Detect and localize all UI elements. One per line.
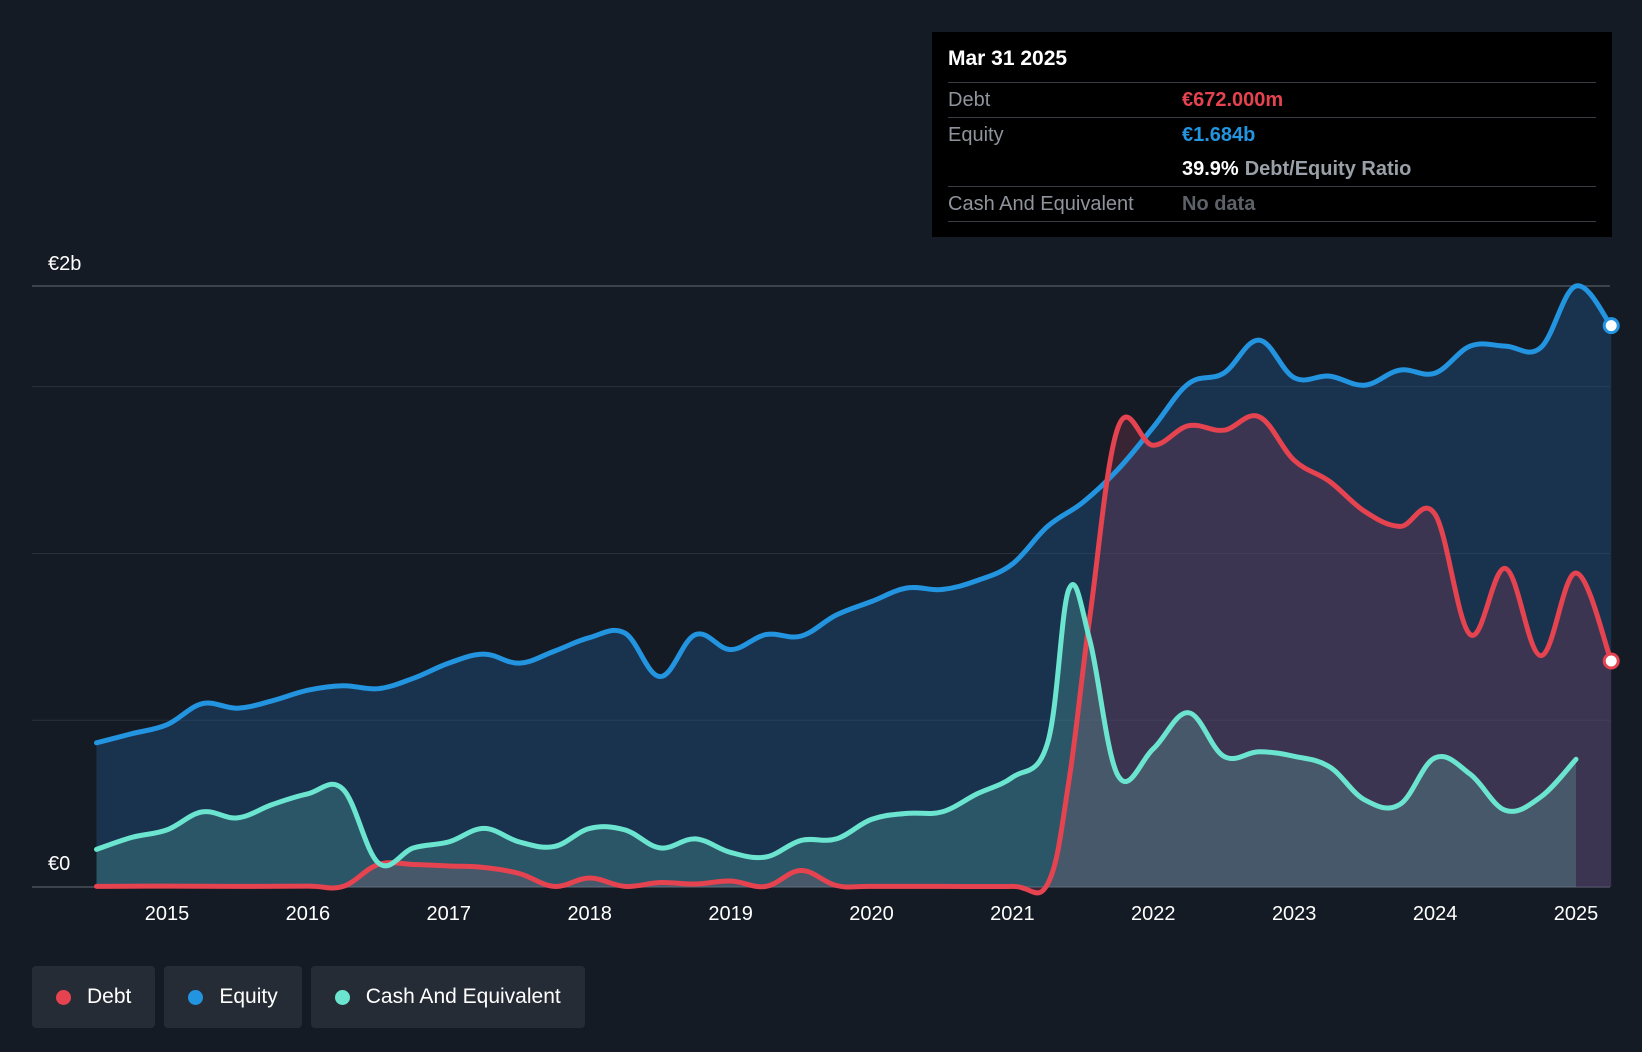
- x-tick-label: 2020: [849, 903, 894, 925]
- x-tick-label: 2025: [1554, 903, 1599, 925]
- x-tick-label: 2018: [567, 903, 612, 925]
- debt-dot-icon: [56, 989, 71, 1005]
- end-markers: [1602, 317, 1620, 670]
- tooltip-ratio-value: 39.9%: [1182, 158, 1239, 180]
- legend-label-equity: Equity: [219, 985, 278, 1008]
- gridlines: [32, 285, 1610, 888]
- y-tick-label-top: €2b: [48, 253, 81, 275]
- debt-area: [96, 415, 1612, 893]
- equity-area: [96, 285, 1612, 888]
- tooltip-equity-value: €1.684b: [1182, 124, 1256, 146]
- tooltip-ratio-label: Debt/Equity Ratio: [1244, 158, 1412, 180]
- x-tick-label: 2024: [1413, 903, 1458, 925]
- cash-area: [96, 584, 1576, 887]
- x-tick-label: 2015: [145, 903, 190, 925]
- debt-line: [94, 413, 1614, 896]
- equity-dot-icon: [188, 989, 204, 1005]
- x-tick-label: 2016: [286, 903, 331, 925]
- tooltip-ratio-row: 39.9% Debt/Equity Ratio: [948, 152, 1596, 186]
- x-tick-label: 2019: [708, 903, 753, 925]
- debt-end-marker[interactable]: [1602, 652, 1620, 670]
- tooltip-debt-label: Debt: [948, 89, 991, 111]
- axes: €2b €0 2015 2016 2017 2018 2019 2020 2021 2022 2…: [48, 253, 1598, 925]
- hover-tooltip: Mar 31 2025 Debt €672.000m Equity €1.684…: [932, 32, 1612, 237]
- tooltip-debt-value: €672.000m: [1182, 89, 1284, 111]
- legend-label-cash: Cash And Equivalent: [365, 985, 561, 1008]
- x-tick-label: 2021: [990, 903, 1035, 925]
- x-tick-label: 2017: [427, 903, 472, 925]
- y-tick-label-bottom: €0: [48, 853, 70, 875]
- tooltip-debt-row: Debt €672.000m: [948, 82, 1596, 117]
- tooltip-equity-label: Equity: [948, 124, 1004, 146]
- legend-item-debt[interactable]: Debt: [32, 966, 156, 1028]
- x-tick-label: 2022: [1131, 903, 1176, 925]
- area-fills: [96, 285, 1612, 893]
- x-tick-label: 2023: [1272, 903, 1317, 925]
- cash-line: [94, 582, 1579, 869]
- tooltip-cash-label: Cash And Equivalent: [948, 193, 1134, 215]
- tooltip-date: Mar 31 2025: [948, 47, 1068, 70]
- tooltip-equity-row: Equity €1.684b: [948, 117, 1596, 152]
- series-lines: [94, 283, 1614, 896]
- equity-line: [94, 283, 1614, 746]
- legend-item-equity[interactable]: Equity: [164, 966, 302, 1028]
- legend-label-debt: Debt: [87, 985, 132, 1008]
- tooltip-cash-value: No data: [1182, 193, 1256, 215]
- cash-dot-icon: [334, 989, 350, 1005]
- legend-item-cash[interactable]: Cash And Equivalent: [310, 966, 585, 1028]
- tooltip-cash-row: Cash And Equivalent No data: [948, 186, 1596, 222]
- equity-end-marker[interactable]: [1602, 317, 1620, 335]
- chart-legend: Debt Equity Cash And Equivalent: [32, 966, 585, 1028]
